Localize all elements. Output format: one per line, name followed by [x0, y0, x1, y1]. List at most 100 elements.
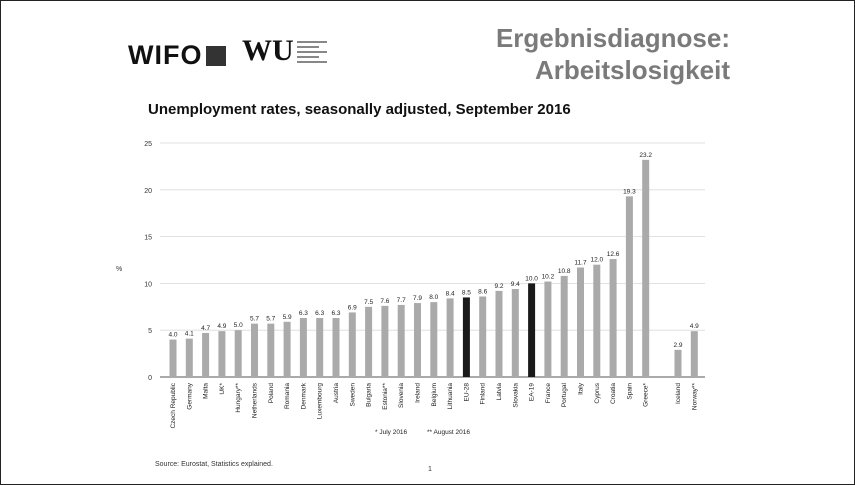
- bar-value-label: 12.6: [607, 251, 620, 258]
- bar-value-label: 5.9: [283, 314, 292, 321]
- bar: [234, 330, 242, 377]
- x-tick-label: Norway**: [691, 383, 698, 411]
- bar-value-label: 6.3: [331, 310, 340, 317]
- bar-value-label: 7.6: [380, 298, 389, 305]
- bar: [316, 318, 324, 377]
- x-tick-label: Latvia: [496, 383, 503, 401]
- bar-value-label: 5.7: [266, 316, 275, 323]
- bar: [446, 298, 454, 377]
- bar-value-label: 8.5: [462, 289, 471, 296]
- bar-value-label: 5.0: [234, 322, 243, 329]
- x-tick-label: Poland: [268, 383, 275, 404]
- bar: [283, 321, 291, 377]
- x-tick-label: UK*: [219, 383, 226, 395]
- bar-value-label: 5.7: [250, 316, 259, 323]
- x-tick-label: EU-28: [463, 383, 470, 402]
- bar-value-label: 7.9: [413, 295, 422, 302]
- x-tick-label: Italy: [578, 382, 585, 395]
- bar-value-label: 4.0: [168, 332, 177, 339]
- x-tick-label: Hungary**: [235, 383, 242, 413]
- bar: [495, 290, 503, 377]
- x-tick-label: Germany: [186, 382, 193, 409]
- x-tick-label: Ireland: [415, 383, 422, 403]
- bar-value-label: 7.5: [364, 299, 373, 306]
- x-tick-label: Luxembourg: [317, 383, 324, 420]
- bar: [397, 304, 405, 377]
- bar-value-label: 10.2: [542, 274, 555, 281]
- y-tick-label: 25: [144, 141, 152, 148]
- x-tick-label: Denmark: [300, 382, 307, 409]
- x-tick-label: Estonia**: [382, 383, 389, 410]
- bar: [674, 349, 682, 377]
- bar-value-label: 4.9: [690, 323, 699, 330]
- bar-value-label: 11.7: [574, 259, 587, 266]
- y-tick-label: 15: [144, 235, 152, 242]
- bar-value-label: 4.1: [185, 331, 194, 338]
- x-tick-label: Portugal: [561, 382, 568, 407]
- x-tick-label: Greece*: [643, 383, 650, 407]
- bar-value-label: 8.4: [446, 290, 455, 297]
- bar-value-label: 9.4: [511, 281, 520, 288]
- x-tick-label: Lithuania: [447, 383, 454, 410]
- y-tick-label: 20: [144, 188, 152, 195]
- bar: [479, 296, 487, 377]
- x-tick-label: Iceland: [675, 383, 682, 404]
- bar: [528, 283, 536, 377]
- bar-value-label: 4.7: [201, 325, 210, 332]
- x-tick-label: Belgium: [431, 383, 438, 406]
- x-tick-label: EA-19: [529, 383, 536, 401]
- bar-value-label: 19.3: [623, 188, 636, 195]
- bar: [544, 281, 552, 377]
- x-tick-label: Spain: [626, 383, 633, 400]
- bar-value-label: 2.9: [673, 342, 682, 349]
- wifo-square-icon: [206, 45, 227, 66]
- wifo-logo-text: WIFO: [128, 40, 203, 70]
- bar: [381, 305, 389, 377]
- y-axis-label: %: [116, 266, 122, 273]
- bar: [462, 297, 470, 377]
- x-tick-label: Bulgaria: [366, 383, 373, 407]
- bar-value-label: 12.0: [590, 257, 603, 264]
- chart-title: Unemployment rates, seasonally adjusted,…: [148, 101, 571, 118]
- bar-value-label: 23.2: [639, 152, 652, 159]
- wu-logo: WU: [242, 36, 327, 66]
- bar-value-label: 10.0: [525, 275, 538, 282]
- y-tick-label: 10: [144, 281, 152, 288]
- bar: [332, 318, 340, 377]
- slide-title: Ergebnisdiagnose: Arbeitslosigkeit: [496, 22, 730, 86]
- bar-value-label: 4.9: [217, 323, 226, 330]
- slide-title-line1: Ergebnisdiagnose:: [495, 23, 730, 53]
- x-tick-label: Croatia: [610, 383, 617, 404]
- x-tick-label: Finland: [480, 383, 487, 405]
- footnote-august: ** August 2016: [427, 429, 470, 436]
- x-tick-label: Malta: [203, 383, 210, 399]
- bar: [218, 331, 226, 377]
- x-tick-label: Slovenia: [398, 383, 405, 408]
- bar: [185, 338, 193, 377]
- bar: [625, 196, 633, 377]
- wu-logo-text: WU: [242, 34, 294, 67]
- bar: [251, 323, 258, 377]
- bar: [593, 264, 601, 377]
- bar: [169, 339, 177, 377]
- wu-logo-lines-icon: [296, 41, 327, 66]
- bar: [299, 318, 307, 377]
- bar-value-label: 8.0: [429, 294, 438, 301]
- x-tick-label: Slovakia: [512, 383, 519, 408]
- bar: [642, 159, 650, 377]
- x-tick-label: France: [545, 383, 552, 404]
- bar: [348, 312, 356, 377]
- bar: [365, 306, 373, 377]
- bar-value-label: 6.9: [348, 304, 357, 311]
- bar-value-label: 10.8: [558, 268, 571, 275]
- bar: [609, 259, 617, 377]
- slide-title-line2: Arbeitslosigkeit: [534, 55, 730, 85]
- bar: [511, 289, 519, 377]
- y-tick-label: 5: [148, 328, 152, 335]
- wifo-logo: WIFO: [128, 40, 227, 71]
- bar: [414, 303, 421, 377]
- x-tick-label: Cyprus: [594, 382, 601, 403]
- bar-value-label: 8.6: [478, 289, 487, 296]
- x-tick-label: Netherlands: [252, 382, 259, 418]
